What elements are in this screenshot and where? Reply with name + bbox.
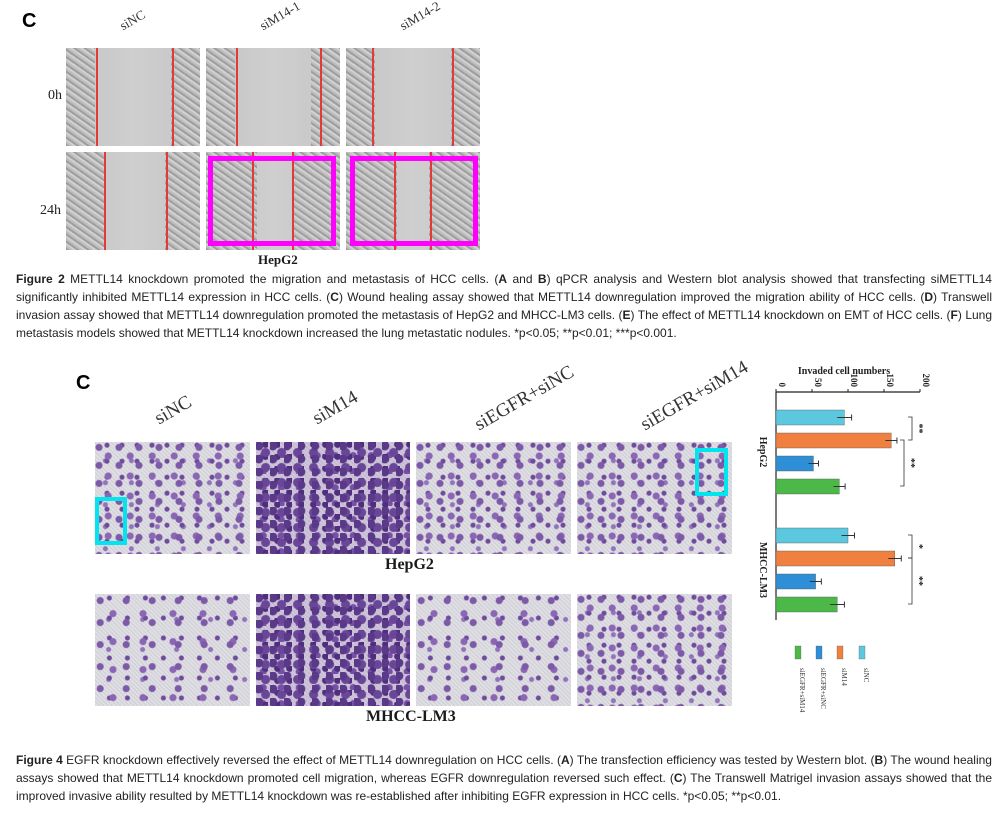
legend-swatch-sinc	[858, 645, 866, 660]
bar-sinc	[775, 409, 845, 426]
fig2-highlight-box-sim14-2	[350, 156, 478, 246]
fig2-highlight-box-sim14-1	[208, 156, 336, 246]
wound-image-sim14-1-0h	[206, 48, 340, 146]
fig4-panel-letter: C	[76, 372, 91, 394]
invasion-image-mhcclm3-siegfr-sim14	[577, 594, 732, 706]
fig2-row-label-0h: 0h	[48, 88, 62, 103]
bar-siegfr-sinc	[775, 455, 814, 472]
invasion-image-mhcclm3-sinc	[95, 594, 250, 706]
fig2-caption-text: and	[507, 272, 538, 286]
fig4-col-label-sinc: siNC	[151, 391, 196, 430]
chart-tick-label: 150	[885, 374, 895, 388]
fig2-caption-ref-a: A	[498, 272, 508, 286]
fig4-caption-text: ) The wound healing assays showed that M…	[16, 753, 992, 785]
fig4-highlight-box-siegfr-sim14	[695, 448, 728, 496]
chart-category-label: MHCC-LM3	[757, 542, 768, 598]
fig4-col-label-siegfr-sim14: siEGFR+siM14	[637, 356, 752, 436]
bar-siegfr-sim14	[775, 478, 840, 495]
chart-title: Invaded cell numbers	[798, 366, 890, 377]
fig4-col-label-sim14: siM14	[309, 386, 362, 430]
chart-tick-label: 200	[921, 374, 931, 388]
significance-bracket	[908, 534, 913, 559]
legend-label: siNC	[862, 668, 870, 683]
fig2-caption-ref-b: B	[537, 272, 547, 286]
significance-label: **	[905, 458, 916, 468]
fig2-cell-line-label: HepG2	[258, 252, 298, 267]
invasion-image-hepg2-sim14	[256, 442, 410, 554]
legend-swatch-sim14	[836, 645, 844, 660]
fig4-caption-ref-c: C	[673, 771, 683, 785]
fig4-caption-text: EGFR knockdown effectively reversed the …	[62, 753, 561, 767]
fig4-caption: Figure 4 EGFR knockdown effectively reve…	[16, 751, 992, 805]
significance-bracket	[900, 439, 905, 487]
wound-image-sinc-0h	[66, 48, 200, 146]
fig2-caption-text: ) Lung metastasis models showed that MET…	[16, 308, 993, 340]
fig4-caption-text: ) The transfection efficiency was tested…	[569, 753, 875, 767]
legend-label: siM14	[840, 668, 848, 686]
significance-label: **	[913, 424, 924, 434]
chart-tick-label: 50	[813, 378, 823, 388]
fig2-caption-text: ) qPCR analysis and Western blot analysi…	[16, 272, 992, 304]
fig2-col-label-sim14-1: siM14-1	[257, 0, 303, 34]
fig2-row-label-24h: 24h	[40, 203, 61, 218]
invasion-image-hepg2-siegfr-sim14	[577, 442, 732, 554]
fig4-caption-label: Figure 4	[16, 753, 63, 767]
fig4-row-label-hepg2: HepG2	[385, 556, 434, 573]
legend-label: siEGFR+siM14	[798, 668, 806, 713]
fig2-caption: Figure 2 METTL14 knockdown promoted the …	[16, 270, 992, 342]
fig2-caption-text: ) Wound healing assay showed that METTL1…	[338, 290, 925, 304]
bar-siegfr-sim14	[775, 596, 838, 613]
bar-sim14	[775, 550, 896, 567]
chart-tick-label: 0	[777, 383, 787, 388]
fig2-caption-ref-c: C	[330, 290, 339, 304]
fig2-caption-ref-f: F	[950, 308, 958, 322]
chart-category-label: HepG2	[757, 437, 768, 468]
invasion-image-hepg2-siegfr-sinc	[416, 442, 571, 554]
fig2-col-label-sim14-2: siM14-2	[397, 0, 443, 34]
significance-bracket	[908, 557, 913, 605]
fig4-caption-ref-b: B	[874, 753, 884, 767]
invasion-image-mhcclm3-sim14	[256, 594, 410, 706]
invaded-cell-bar-chart: Invaded cell numbers 0 50 100 150 200 HepG2 MHC…	[757, 366, 931, 713]
fig2-caption-text: METTL14 knockdown promoted the migration…	[64, 272, 499, 286]
fig2-caption-label: Figure 2	[16, 272, 65, 286]
bar-sim14	[775, 432, 892, 449]
bar-sinc	[775, 527, 849, 544]
significance-bracket	[908, 416, 913, 441]
fig4-highlight-box-sinc	[95, 497, 127, 545]
fig2-caption-text: ) The effect of METTL14 knockdown on EMT…	[630, 308, 951, 322]
significance-label: **	[913, 576, 924, 586]
invasion-image-mhcclm3-siegfr-sinc	[416, 594, 571, 706]
fig4-caption-ref-a: A	[560, 753, 570, 767]
fig2-caption-ref-e: E	[622, 308, 631, 322]
fig4-caption-text: ) The Transwell Matrigel invasion assays…	[16, 771, 992, 803]
fig2-caption-ref-d: D	[924, 290, 934, 304]
legend-swatch-siegfr-sinc	[815, 645, 823, 660]
fig2-caption-text: ) Transwell invasion assay showed that M…	[16, 290, 993, 322]
chart-tick-label: 100	[849, 374, 859, 388]
wound-image-sim14-2-0h	[346, 48, 480, 146]
bar-siegfr-sinc	[775, 573, 816, 590]
wound-image-sinc-24h	[66, 152, 200, 250]
fig4-row-label-mhcclm3: MHCC-LM3	[366, 708, 456, 725]
significance-label: *	[913, 544, 924, 549]
legend-swatch-siegfr-sim14	[794, 645, 802, 660]
fig4-col-label-siegfr-sinc: siEGFR+siNC	[471, 361, 578, 436]
legend-label: siEGFR+siNC	[819, 668, 827, 709]
fig2-col-label-sinc: siNC	[117, 6, 148, 34]
fig2-panel-letter: C	[22, 10, 37, 32]
